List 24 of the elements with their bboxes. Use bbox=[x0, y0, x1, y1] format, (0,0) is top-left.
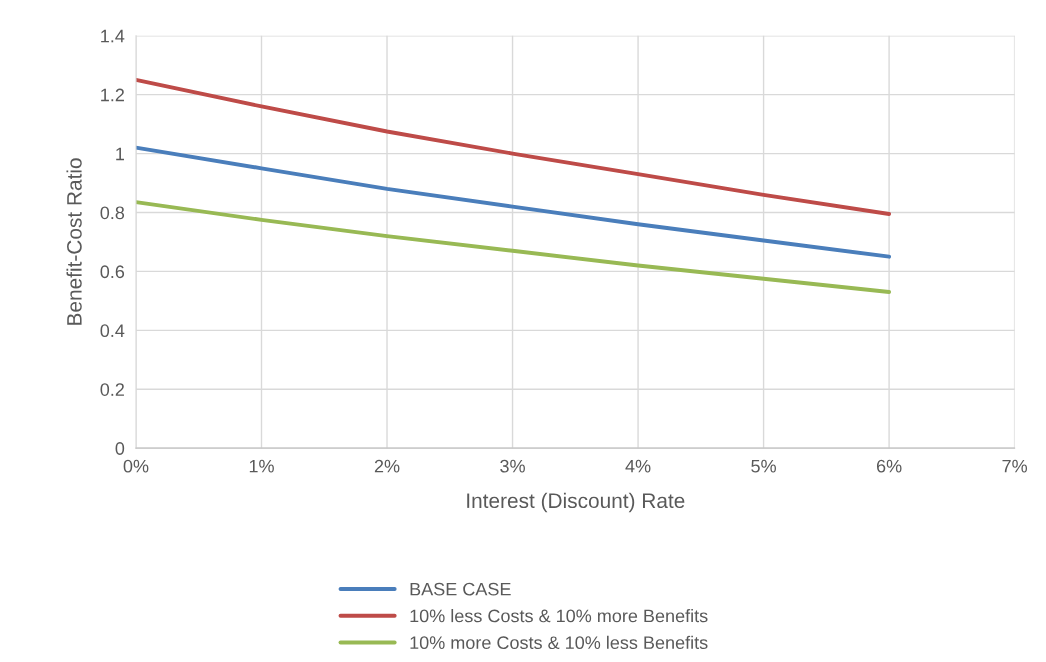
y-tick-label: 1.4 bbox=[101, 29, 125, 43]
y-tick-label: 1 bbox=[116, 147, 124, 161]
y-tick-label: 0 bbox=[115, 442, 125, 455]
x-tick-label: 7% bbox=[1002, 459, 1028, 473]
legend-label: BASE CASE bbox=[410, 582, 511, 596]
y-tick-label: 0.2 bbox=[100, 383, 124, 396]
legend-label: 10% less Costs & 10% more Benefits bbox=[410, 609, 708, 623]
line-series bbox=[135, 200, 892, 294]
x-tick-label: 2% bbox=[374, 459, 400, 473]
line-series bbox=[135, 145, 892, 259]
legend-label: 10% more Costs & 10% less Benefits bbox=[410, 635, 708, 650]
x-tick-label: 6% bbox=[876, 459, 902, 473]
x-axis-title: Interest (Discount) Rate bbox=[467, 492, 685, 513]
line-series bbox=[135, 77, 892, 216]
x-tick-label: 3% bbox=[500, 459, 525, 473]
y-tick-label: 1.2 bbox=[101, 88, 124, 102]
y-tick-label: 0.6 bbox=[100, 265, 125, 279]
x-tick-label: 0% bbox=[123, 459, 149, 473]
x-tick-label: 5% bbox=[751, 459, 776, 473]
x-tick-label: 4% bbox=[625, 459, 651, 473]
y-axis-title: Benefit-Cost Ratio bbox=[66, 158, 82, 325]
x-tick-label: 1% bbox=[249, 459, 274, 473]
y-tick-label: 0.8 bbox=[100, 206, 125, 220]
y-tick-label: 0.4 bbox=[100, 324, 125, 338]
